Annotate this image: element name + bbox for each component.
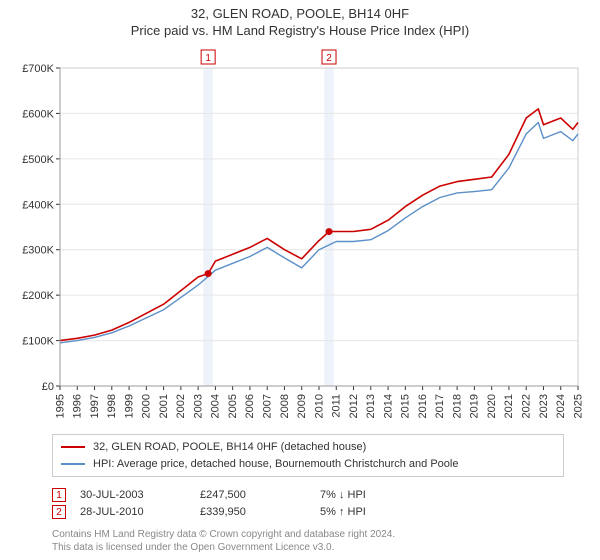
legend-item-property: 32, GLEN ROAD, POOLE, BH14 0HF (detached… bbox=[61, 439, 555, 456]
svg-text:2008: 2008 bbox=[279, 394, 291, 418]
marker-delta: 5% ↑ HPI bbox=[320, 506, 564, 518]
svg-text:1996: 1996 bbox=[72, 394, 84, 418]
chart-title: 32, GLEN ROAD, POOLE, BH14 0HF bbox=[0, 6, 600, 21]
legend-swatch bbox=[61, 446, 85, 448]
svg-text:2002: 2002 bbox=[175, 394, 187, 418]
svg-text:2010: 2010 bbox=[313, 394, 325, 418]
svg-text:£700K: £700K bbox=[22, 63, 54, 75]
marker-row: 2 28-JUL-2010 £339,950 5% ↑ HPI bbox=[52, 505, 564, 519]
svg-text:2009: 2009 bbox=[296, 394, 308, 418]
svg-text:2022: 2022 bbox=[521, 394, 533, 418]
svg-text:2001: 2001 bbox=[158, 394, 170, 418]
svg-text:2006: 2006 bbox=[244, 394, 256, 418]
attribution-line: Contains HM Land Registry data © Crown c… bbox=[52, 528, 564, 541]
marker-badge: 1 bbox=[52, 488, 66, 502]
svg-text:2020: 2020 bbox=[486, 394, 498, 418]
marker-price: £247,500 bbox=[200, 489, 320, 501]
svg-text:£100K: £100K bbox=[22, 336, 54, 348]
svg-text:1999: 1999 bbox=[123, 394, 135, 418]
svg-text:£0: £0 bbox=[42, 381, 54, 393]
legend-label: 32, GLEN ROAD, POOLE, BH14 0HF (detached… bbox=[93, 439, 366, 456]
svg-text:£300K: £300K bbox=[22, 245, 54, 257]
legend: 32, GLEN ROAD, POOLE, BH14 0HF (detached… bbox=[52, 434, 564, 477]
chart-subtitle: Price paid vs. HM Land Registry's House … bbox=[0, 23, 600, 38]
svg-text:2017: 2017 bbox=[434, 394, 446, 418]
legend-label: HPI: Average price, detached house, Bour… bbox=[93, 456, 458, 473]
attribution-line: This data is licensed under the Open Gov… bbox=[52, 541, 564, 554]
marker-date: 28-JUL-2010 bbox=[80, 506, 200, 518]
chart-area: £0 £100K £200K £300K £400K £500K £600K £700K 199… bbox=[14, 48, 586, 428]
svg-text:1998: 1998 bbox=[106, 394, 118, 418]
marker-delta: 7% ↓ HPI bbox=[320, 489, 564, 501]
svg-text:2024: 2024 bbox=[555, 394, 567, 418]
svg-text:2005: 2005 bbox=[227, 394, 239, 418]
legend-item-hpi: HPI: Average price, detached house, Bour… bbox=[61, 456, 555, 473]
marker-price: £339,950 bbox=[200, 506, 320, 518]
svg-text:2003: 2003 bbox=[192, 394, 204, 418]
svg-text:2019: 2019 bbox=[469, 394, 481, 418]
svg-text:2: 2 bbox=[326, 53, 332, 64]
svg-text:2011: 2011 bbox=[331, 394, 343, 418]
marker-date: 30-JUL-2003 bbox=[80, 489, 200, 501]
svg-text:2012: 2012 bbox=[348, 394, 360, 418]
svg-text:£200K: £200K bbox=[22, 290, 54, 302]
svg-text:2018: 2018 bbox=[451, 394, 463, 418]
svg-text:2000: 2000 bbox=[141, 394, 153, 418]
marker-badge: 2 bbox=[52, 505, 66, 519]
svg-text:2004: 2004 bbox=[210, 394, 222, 418]
svg-text:2023: 2023 bbox=[538, 394, 550, 418]
svg-text:2016: 2016 bbox=[417, 394, 429, 418]
marker-table: 1 30-JUL-2003 £247,500 7% ↓ HPI 2 28-JUL… bbox=[52, 485, 564, 522]
svg-text:2014: 2014 bbox=[382, 394, 394, 418]
svg-text:1997: 1997 bbox=[89, 394, 101, 418]
attribution: Contains HM Land Registry data © Crown c… bbox=[52, 528, 564, 554]
marker-row: 1 30-JUL-2003 £247,500 7% ↓ HPI bbox=[52, 488, 564, 502]
svg-text:2015: 2015 bbox=[400, 394, 412, 418]
svg-text:2021: 2021 bbox=[503, 394, 515, 418]
svg-text:1995: 1995 bbox=[54, 394, 66, 418]
svg-text:2025: 2025 bbox=[572, 394, 584, 418]
chart-header: 32, GLEN ROAD, POOLE, BH14 0HF Price pai… bbox=[0, 0, 600, 40]
svg-text:£400K: £400K bbox=[22, 199, 54, 211]
svg-text:2013: 2013 bbox=[365, 394, 377, 418]
svg-text:1: 1 bbox=[205, 53, 211, 64]
svg-text:2007: 2007 bbox=[262, 394, 274, 418]
svg-text:£600K: £600K bbox=[22, 108, 54, 120]
price-chart: £0 £100K £200K £300K £400K £500K £600K £700K 199… bbox=[14, 48, 586, 428]
legend-swatch bbox=[61, 463, 85, 465]
svg-text:£500K: £500K bbox=[22, 154, 54, 166]
